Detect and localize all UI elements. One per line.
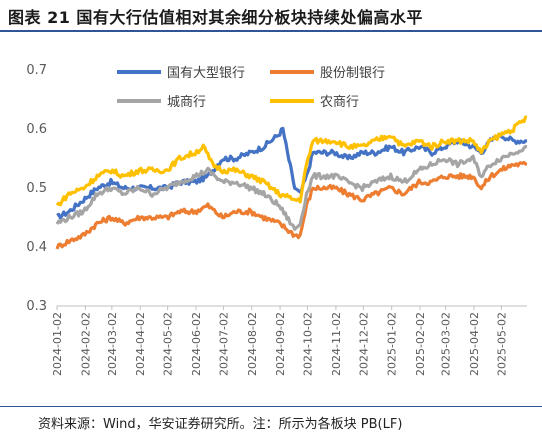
x-tick-label: 2024-02-02 bbox=[79, 312, 92, 376]
title-divider bbox=[0, 30, 542, 32]
x-tick-label: 2025-05-02 bbox=[495, 312, 508, 376]
legend-label: 股份制银行 bbox=[320, 66, 385, 81]
y-tick-label: 0.5 bbox=[26, 181, 47, 196]
y-tick-label: 0.4 bbox=[26, 240, 47, 255]
x-tick-label: 2024-08-02 bbox=[246, 312, 259, 376]
footer-divider bbox=[0, 406, 542, 407]
source-note: 资料来源：Wind，华安证券研究所。注：所示为各板块 PB(LF) bbox=[38, 417, 403, 432]
x-tick-label: 2024-01-02 bbox=[51, 312, 64, 376]
legend-label: 农商行 bbox=[320, 95, 359, 110]
x-tick-label: 2025-01-02 bbox=[386, 312, 399, 376]
x-tick-label: 2025-02-02 bbox=[414, 312, 427, 376]
series-line bbox=[55, 160, 528, 250]
legend-label: 国有大型银行 bbox=[167, 66, 245, 81]
x-tick-label: 2024-07-02 bbox=[217, 312, 230, 376]
y-tick-label: 0.7 bbox=[26, 63, 47, 78]
series-line bbox=[55, 115, 528, 207]
x-tick-label: 2024-04-02 bbox=[134, 312, 147, 376]
pb-line-chart: 0.3 0.4 0.5 0.6 0.7 2024-01-02 2024-02-02 2024-… bbox=[26, 63, 528, 376]
chart-title: 图表 21 国有大行估值相对其余细分板块持续处偏高水平 bbox=[8, 8, 423, 27]
x-tick-label: 2025-03-02 bbox=[440, 312, 453, 376]
x-tick-label: 2024-12-02 bbox=[357, 312, 370, 376]
x-tick-label: 2024-10-02 bbox=[302, 312, 315, 376]
x-tick-label: 2025-04-02 bbox=[468, 312, 481, 376]
y-tick-label: 0.6 bbox=[26, 122, 47, 137]
x-tick-label: 2024-05-02 bbox=[162, 312, 175, 376]
x-tick-label: 2024-03-02 bbox=[106, 312, 119, 376]
x-tick-label: 2024-11-02 bbox=[330, 312, 343, 376]
y-tick-label: 0.3 bbox=[26, 299, 47, 314]
x-tick-label: 2024-06-02 bbox=[190, 312, 203, 376]
series-line bbox=[55, 144, 528, 231]
legend-label: 城商行 bbox=[167, 95, 206, 110]
x-tick-label: 2024-09-02 bbox=[274, 312, 287, 376]
